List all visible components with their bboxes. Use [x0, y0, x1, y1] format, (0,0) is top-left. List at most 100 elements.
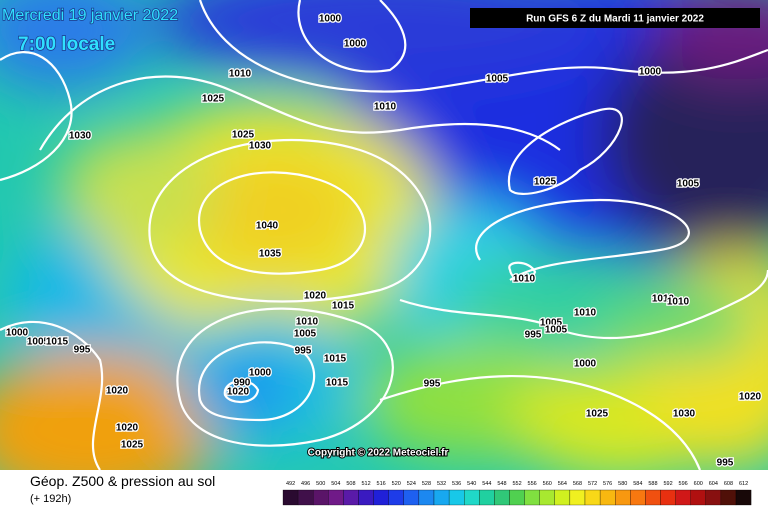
colorbar-label: 588 [648, 481, 657, 487]
isobar-label: 1020 [106, 386, 129, 397]
isobar-label: 1035 [259, 249, 282, 260]
isobar-label: 1000 [639, 67, 662, 78]
isobar-label: 1030 [673, 409, 696, 420]
colorbar-label: 500 [316, 481, 325, 487]
colorbar-swatch [509, 489, 525, 506]
isobar-label: 1015 [324, 354, 347, 365]
isobar-label: 1025 [121, 440, 144, 451]
isobar-label: 1015 [332, 301, 355, 312]
isobar-label: 1005 [486, 74, 509, 85]
colorbar-swatch [539, 489, 555, 506]
colorbar-label: 492 [286, 481, 295, 487]
isobar-label: 1010 [374, 102, 397, 113]
colorbar-swatch [584, 489, 601, 506]
product-title: Géop. Z500 & pression au sol [30, 473, 215, 489]
isobar-label: 1000 [319, 14, 342, 25]
colorbar-label: 608 [724, 481, 733, 487]
isobar-label: 1020 [739, 392, 762, 403]
isobar-label: 1000 [574, 359, 597, 370]
colorbar-swatch [388, 489, 404, 506]
isobar-labels: 1000100010101025101010051000102510301030… [5, 12, 763, 470]
colorbar-swatch [403, 489, 420, 506]
isobar-label: 995 [295, 346, 312, 357]
colorbar-label: 528 [422, 481, 431, 487]
colorbar-swatch [433, 489, 450, 506]
isobar-label: 1010 [667, 297, 690, 308]
isobar-label: 1005 [540, 318, 563, 329]
isobar-label: 1010 [652, 294, 675, 305]
colorbar-swatch [494, 489, 510, 506]
colorbar-swatch [524, 489, 540, 506]
isobar-label: 1000 [344, 39, 367, 50]
isobar-label: 995 [74, 345, 91, 356]
colorbar-label: 516 [377, 481, 386, 487]
colorbar-label: 560 [543, 481, 552, 487]
colorbar-swatch [448, 489, 465, 506]
colorbar-label: 556 [528, 481, 537, 487]
forecast-time: 7:00 locale [18, 34, 115, 55]
isobar-label: 1020 [116, 423, 139, 434]
isobar-label: 995 [424, 379, 441, 390]
forecast-date: Mercredi 19 janvier 2022 [2, 7, 178, 24]
colorbar-label: 568 [573, 481, 582, 487]
colorbar-label: 612 [739, 481, 748, 487]
colorbar-swatch [675, 489, 691, 506]
isobar-label: 1000 [249, 368, 272, 379]
colorbar-label: 572 [588, 481, 597, 487]
lead-time: (+ 192h) [30, 493, 71, 505]
colorbar-label: 548 [497, 481, 506, 487]
copyright: Copyright © 2022 Meteociel.fr [308, 448, 449, 459]
colorbar-swatch [313, 489, 329, 506]
isobar-label: 990 [234, 378, 251, 389]
colorbar-swatch [464, 489, 480, 506]
isobar-label: 1010 [296, 317, 319, 328]
colorbar-label: 584 [633, 481, 642, 487]
isobar-label: 1025 [534, 177, 557, 188]
colorbar-label: 524 [407, 481, 416, 487]
colorbar-label: 580 [618, 481, 627, 487]
isobar-label: 1005 [294, 329, 317, 340]
isobar-label: 1020 [304, 291, 327, 302]
colorbar-label: 536 [452, 481, 461, 487]
colorbar-swatch [599, 489, 616, 506]
isobar-label: 1025 [586, 409, 609, 420]
colorbar-label: 532 [437, 481, 446, 487]
colorbar-label: 576 [603, 481, 612, 487]
isobar-label: 1040 [256, 221, 279, 232]
colorbar-swatch [297, 489, 314, 506]
colorbar-label: 504 [331, 481, 340, 487]
colorbar: 492 496 500 504 508 512 516 520 524 528 532 536 540 5… [282, 481, 752, 506]
isobar-label: 1015 [326, 378, 349, 389]
colorbar-swatch [645, 489, 661, 506]
colorbar-swatch [343, 489, 359, 506]
run-info: Run GFS 6 Z du Mardi 11 janvier 2022 [526, 14, 704, 25]
colorbar-label: 596 [679, 481, 688, 487]
colorbar-label: 564 [558, 481, 567, 487]
colorbar-swatch [569, 489, 586, 506]
isobar-label: 1025 [202, 94, 225, 105]
isobars [0, 0, 768, 470]
colorbar-swatch [418, 489, 435, 506]
colorbar-swatch [282, 489, 299, 506]
isobar-label: 1015 [46, 337, 69, 348]
colorbar-swatch [735, 489, 752, 506]
colorbar-label: 540 [467, 481, 476, 487]
colorbar-swatch [373, 489, 389, 506]
isobar-label: 1005 [545, 325, 568, 336]
isobar-label: 1010 [513, 274, 536, 285]
colorbar-swatch [358, 489, 374, 506]
colorbar-label: 552 [512, 481, 521, 487]
colorbar-swatch [690, 489, 706, 506]
colorbar-label: 508 [346, 481, 355, 487]
colorbar-label: 600 [694, 481, 703, 487]
colorbar-label: 604 [709, 481, 718, 487]
isobar-label: 1025 [232, 130, 255, 141]
isobar-label: 1010 [229, 69, 252, 80]
colorbar-label: 496 [301, 481, 310, 487]
isobar-label: 1000 [6, 328, 29, 339]
isobar-label: 995 [525, 330, 542, 341]
isobar-label: 1020 [227, 387, 250, 398]
colorbar-swatch [615, 489, 631, 506]
colorbar-swatch [720, 489, 737, 506]
